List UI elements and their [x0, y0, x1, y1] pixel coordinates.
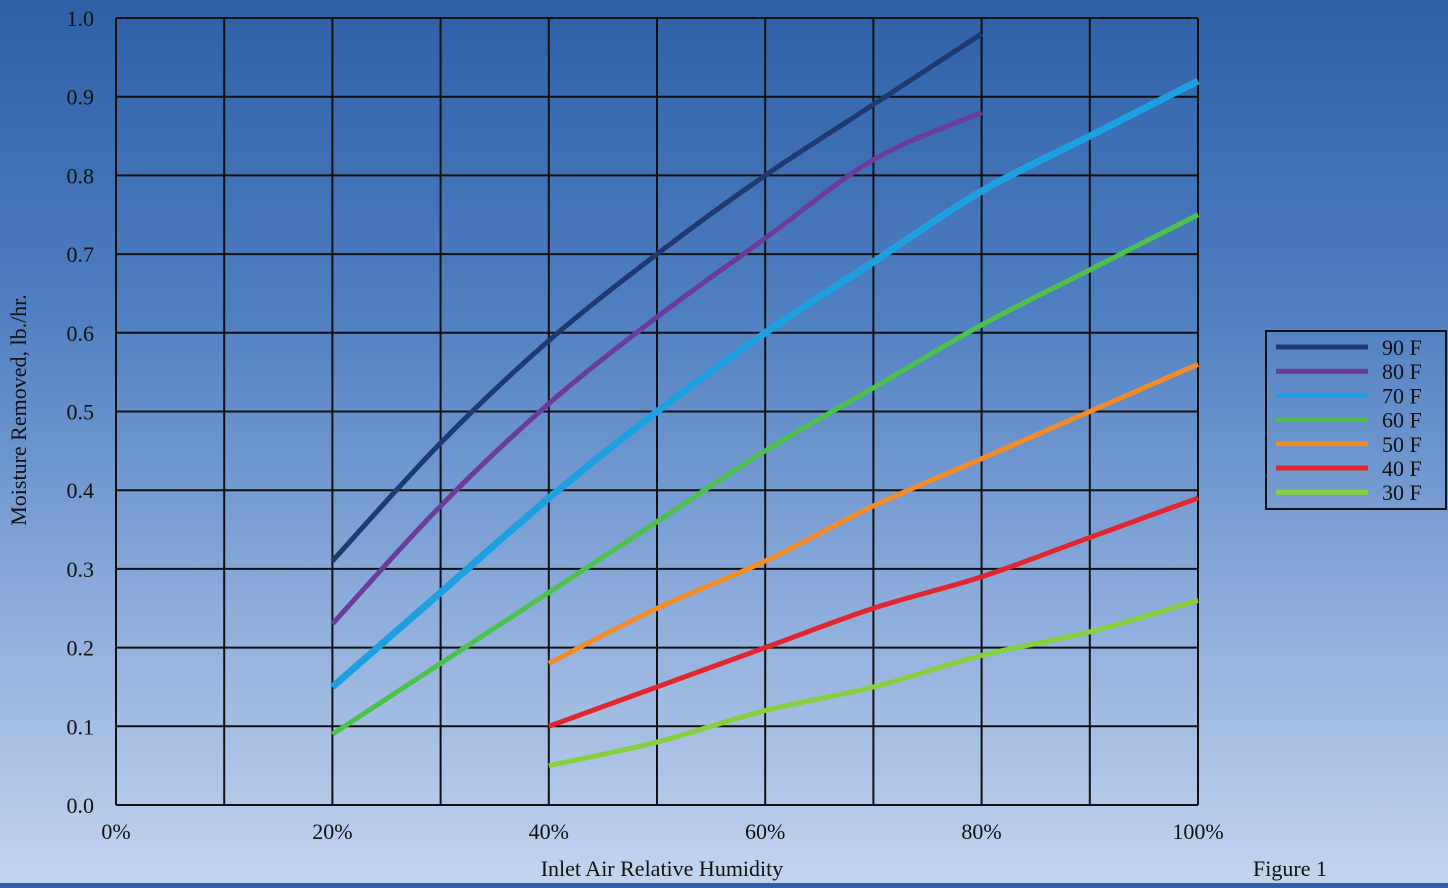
series-line-80-f — [330, 110, 983, 626]
x-tick-label: 100% — [1172, 819, 1223, 844]
y-tick-label: 0.6 — [67, 321, 95, 346]
legend-label: 80 F — [1382, 359, 1422, 384]
legend: 90 F80 F70 F60 F50 F40 F30 F — [1265, 330, 1447, 510]
y-tick-label: 0.7 — [67, 242, 95, 267]
legend-label: 50 F — [1382, 432, 1422, 457]
legend-label: 90 F — [1382, 335, 1422, 360]
y-tick-label: 0.4 — [67, 478, 95, 503]
y-axis-label: Moisture Removed, lb./hr. — [6, 294, 31, 526]
axes: 0.0 0.1 0.2 0.3 0.4 0.5 0.6 0.7 0.8 0.9 1.0 0% 20% 40… — [67, 6, 1224, 844]
series-line-50-f — [547, 361, 1200, 666]
x-tick-label: 0% — [101, 819, 130, 844]
x-tick-label: 20% — [312, 819, 352, 844]
x-tick-label: 80% — [961, 819, 1001, 844]
legend-box — [1265, 330, 1447, 510]
y-tick-label: 0.5 — [67, 400, 95, 425]
figure-caption: Figure 1 — [1253, 856, 1327, 881]
x-tick-label: 40% — [529, 819, 569, 844]
legend-label: 70 F — [1382, 383, 1422, 408]
series-line-90-f — [330, 31, 983, 563]
series-line-70-f — [330, 77, 1200, 690]
series-line-60-f — [331, 212, 1200, 737]
y-tick-label: 0.8 — [67, 163, 95, 188]
y-tick-label: 0.3 — [67, 557, 95, 582]
legend-items: 90 F80 F70 F60 F50 F40 F30 F — [1276, 335, 1422, 505]
legend-label: 60 F — [1382, 408, 1422, 433]
y-tick-label: 0.2 — [67, 636, 95, 661]
legend-label: 40 F — [1382, 456, 1422, 481]
series-line-30-f — [548, 597, 1199, 769]
series-lines — [330, 31, 1200, 769]
y-tick-label: 0.0 — [67, 793, 95, 818]
series-line-40-f — [547, 495, 1199, 729]
x-axis-label: Inlet Air Relative Humidity — [541, 856, 784, 881]
y-tick-label: 0.1 — [67, 714, 95, 739]
y-tick-label: 1.0 — [67, 6, 95, 31]
x-tick-label: 60% — [745, 819, 785, 844]
legend-label: 30 F — [1382, 480, 1422, 505]
y-tick-label: 0.9 — [67, 85, 95, 110]
